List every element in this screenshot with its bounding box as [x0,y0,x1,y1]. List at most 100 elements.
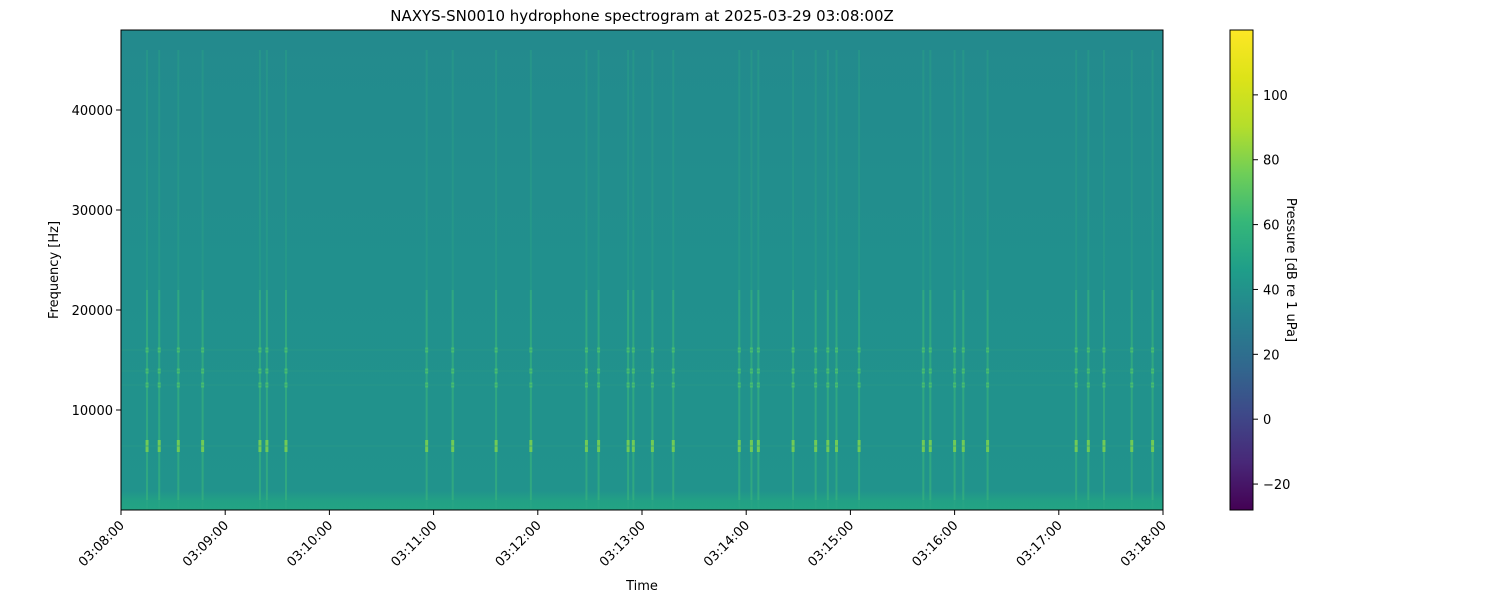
transient-event [626,50,630,510]
event-broadband-line [672,50,675,510]
transient-event [529,50,533,510]
transient-event [494,50,498,510]
transient-event [284,50,288,510]
event-band-spot [756,368,760,374]
event-band-spot [529,347,533,353]
event-line [792,290,795,500]
event-band-spot [1130,347,1134,353]
event-band-spot [425,347,429,353]
event-broadband-line [146,50,149,510]
event-line [750,290,753,500]
colorbar-label: Pressure [dB re 1 uPa] [1283,198,1298,342]
y-tick-label: 40000 [72,104,113,119]
event-band-spot [986,440,990,452]
event-band-spot [737,382,741,388]
event-broadband-line [750,50,753,510]
event-band-spot [1151,347,1155,353]
event-band-spot [626,440,630,452]
event-broadband-line [792,50,795,510]
event-band-spot [631,440,635,452]
event-band-spot [425,368,429,374]
event-broadband-line [922,50,925,510]
event-band-spot [857,347,861,353]
event-band-spot [1086,347,1090,353]
transient-event [584,50,588,510]
transient-event [921,50,925,510]
event-band-spot [176,440,180,452]
event-band-spot [494,440,498,452]
event-band-spot [631,368,635,374]
event-band-spot [176,382,180,388]
event-broadband-line [757,50,760,510]
event-band-spot [1074,347,1078,353]
event-line [632,290,635,500]
event-band-spot [791,347,795,353]
event-band-spot [835,382,839,388]
event-band-spot [826,440,830,452]
y-tick-label: 30000 [72,204,113,219]
event-band-spot [986,347,990,353]
event-band-spot [258,347,262,353]
event-line [929,290,932,500]
event-line [146,290,149,500]
event-line [201,290,204,500]
event-band-spot [671,368,675,374]
event-line [651,290,654,500]
event-band-spot [157,382,161,388]
event-band-spot [631,382,635,388]
event-broadband-line [265,50,268,510]
transient-event [826,50,830,510]
event-broadband-line [529,50,532,510]
colorbar-tick-label: 60 [1263,219,1280,234]
event-band-spot [597,347,601,353]
event-band-spot [529,440,533,452]
event-band-spot [961,382,965,388]
event-band-spot [258,440,262,452]
event-band-spot [284,440,288,452]
event-band-spot [961,347,965,353]
event-band-spot [1074,382,1078,388]
transient-event [791,50,795,510]
event-line [953,290,956,500]
event-broadband-line [986,50,989,510]
event-broadband-line [1087,50,1090,510]
x-tick-label: 03:16:00 [910,518,962,570]
transient-event [265,50,269,510]
event-band-spot [791,382,795,388]
transient-event [451,50,455,510]
event-line [1087,290,1090,500]
event-line [627,290,630,500]
transient-event [1151,50,1155,510]
event-band-spot [953,382,957,388]
transient-event [597,50,601,510]
event-band-spot [145,368,149,374]
event-band-spot [1102,382,1106,388]
event-broadband-line [284,50,287,510]
event-band-spot [749,440,753,452]
event-band-spot [597,368,601,374]
event-band-spot [157,347,161,353]
transient-event [737,50,741,510]
event-band-spot [425,382,429,388]
event-band-spot [961,440,965,452]
event-band-spot [756,440,760,452]
event-band-spot [176,347,180,353]
transient-event [756,50,760,510]
colorbar-axis: −20 0 20 40 60 80 100 [1253,89,1290,493]
event-band-spot [857,440,861,452]
event-line [585,290,588,500]
colorbar-tick-label: 100 [1263,89,1288,104]
event-broadband-line [929,50,932,510]
event-band-spot [650,368,654,374]
event-band-spot [986,382,990,388]
event-band-spot [626,382,630,388]
event-band-spot [650,347,654,353]
event-band-spot [986,368,990,374]
event-band-spot [1151,368,1155,374]
event-band-spot [650,382,654,388]
event-band-spot [584,382,588,388]
transient-event [749,50,753,510]
x-tick-label: 03:15:00 [805,518,857,570]
event-line [258,290,261,500]
event-band-spot [857,368,861,374]
